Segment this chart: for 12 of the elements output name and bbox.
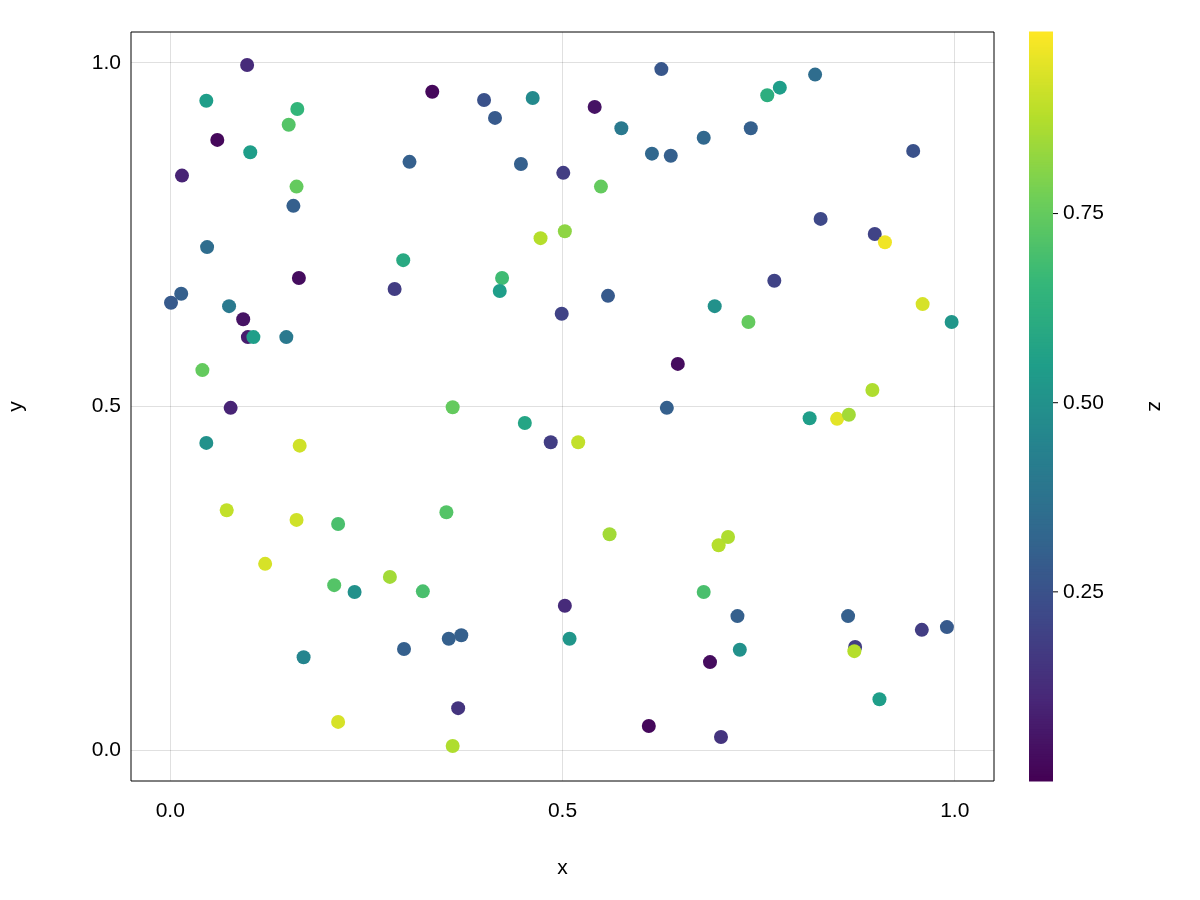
y-tick-label: 1.0 (91, 49, 121, 73)
color-bar-title: z (1145, 401, 1169, 412)
color-bar-label: 0.75 (1063, 200, 1104, 224)
x-axis-title: x (557, 855, 569, 879)
x-tick-label: 0.5 (547, 798, 578, 822)
color-bar-label: 0.50 (1063, 389, 1104, 413)
color-bar-label: 0.25 (1063, 578, 1104, 602)
y-tick-label: 0.0 (91, 736, 121, 760)
y-axis-title: y (3, 400, 27, 412)
y-tick-label: 0.5 (91, 393, 121, 417)
x-tick-label: 1.0 (940, 798, 970, 822)
x-tick-label: 0.0 (155, 798, 185, 822)
